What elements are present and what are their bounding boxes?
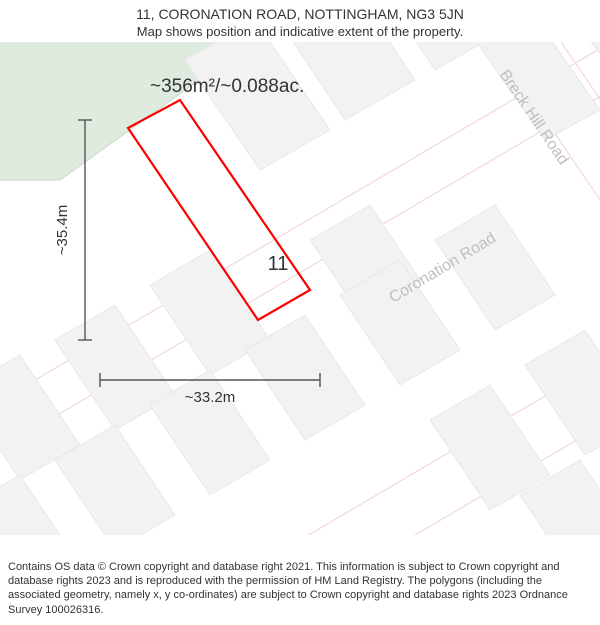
footer-copyright: Contains OS data © Crown copyright and d… [0, 554, 600, 625]
page-subtitle: Map shows position and indicative extent… [0, 24, 600, 39]
map-svg: Coronation RoadBreck Hill Road~35.4m~33.… [0, 0, 600, 535]
width-label: ~33.2m [185, 389, 235, 406]
area-label: ~356m²/~0.088ac. [150, 76, 304, 97]
map-container: 11, CORONATION ROAD, NOTTINGHAM, NG3 5JN… [0, 0, 600, 625]
property-number: 11 [268, 253, 289, 275]
page-title: 11, CORONATION ROAD, NOTTINGHAM, NG3 5JN [0, 6, 600, 22]
height-label: ~35.4m [54, 205, 71, 255]
header: 11, CORONATION ROAD, NOTTINGHAM, NG3 5JN… [0, 0, 600, 39]
